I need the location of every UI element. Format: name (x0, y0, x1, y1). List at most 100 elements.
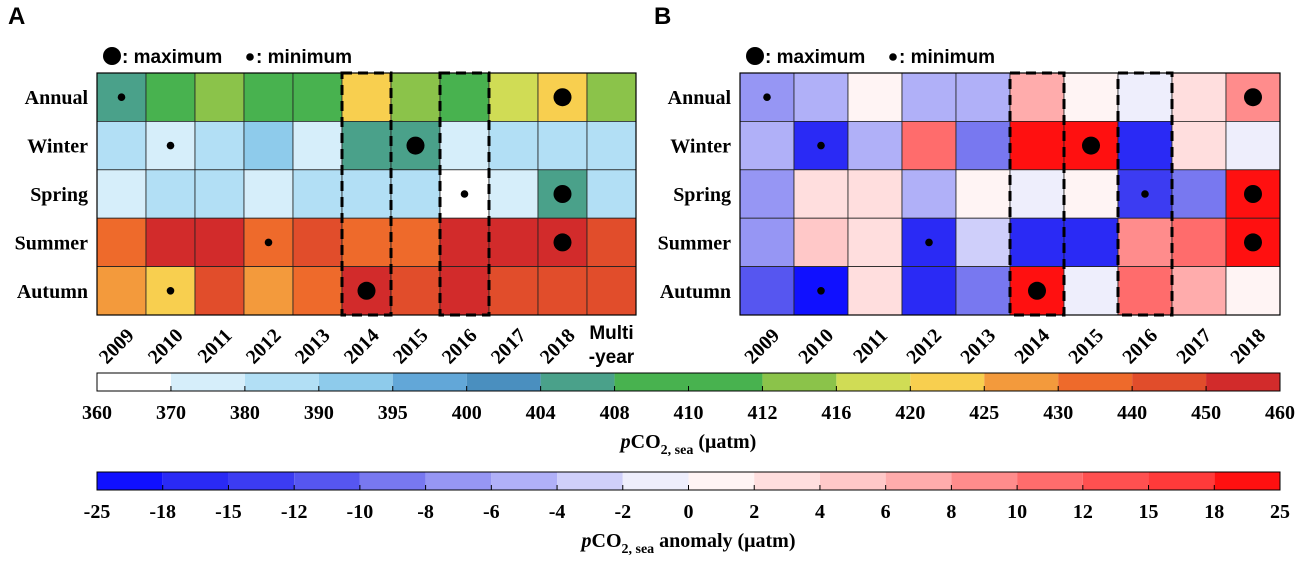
colorbar-segment (228, 472, 295, 490)
heatmap-cell (901, 169, 957, 219)
colorbar-segment (951, 472, 1018, 490)
colorbar-segment (540, 373, 615, 391)
heatmap-cell (955, 266, 1011, 316)
minimum-marker (117, 93, 126, 101)
colorbar-segment (557, 472, 623, 490)
heatmap-cell (439, 266, 490, 316)
colorbar-segment (392, 373, 467, 391)
highlight-box (438, 71, 491, 317)
colorbar-axis-label: pCO2, sea anomaly (μatm) (580, 530, 796, 557)
column-label: 2011 (194, 325, 237, 368)
colorbar-segment (97, 472, 163, 490)
heatmap-cell (292, 266, 343, 316)
column-label: 2013 (956, 325, 1000, 369)
heatmap-cell (793, 217, 849, 267)
column-label: 2018 (1226, 325, 1270, 369)
colorbar-segment (244, 373, 319, 391)
colorbar-segment (1148, 472, 1215, 490)
row-label: Summer (658, 232, 731, 254)
heatmap-cell (243, 121, 294, 171)
row-label: Winter (670, 136, 731, 158)
minimum-marker (925, 238, 933, 247)
heatmap-cell (194, 217, 245, 267)
colorbar-segment (294, 472, 360, 490)
column-label: 2015 (389, 325, 433, 369)
colorbar-tick-label: 6 (881, 501, 891, 523)
heatmap-cell (341, 72, 392, 122)
legend-minimum-label: : minimum (899, 47, 995, 68)
highlight-box (340, 71, 393, 317)
heatmap-cell (243, 266, 294, 316)
colorbar-tick-label: -6 (483, 501, 500, 523)
colorbar-segment (1206, 373, 1280, 391)
colorbar-tick-label: 420 (895, 402, 925, 424)
heatmap-cell (488, 169, 539, 219)
heatmap-cell (1063, 72, 1119, 122)
maximum-marker (1244, 88, 1262, 107)
colorbar-segment (622, 472, 689, 490)
heatmap-cell (847, 72, 903, 122)
colorbar-anomaly: -25 -18 -15 -12 -10 -8 -6 -4 -2 0 2 4 6 8 10 12 15 18 25 pC… (84, 471, 1290, 557)
colorbar-segment (762, 373, 837, 391)
maximum-marker (357, 281, 376, 300)
heatmap-cell (1117, 121, 1173, 171)
heatmap-cell (243, 169, 294, 219)
maximum-marker (553, 185, 572, 203)
heatmap-cell (292, 121, 343, 171)
colorbar-tick-label: -10 (347, 501, 374, 523)
heatmap-cell (1171, 72, 1227, 122)
maximum-marker (553, 233, 572, 252)
maximum-marker (1082, 136, 1100, 155)
minimum-marker-legend-icon (889, 53, 897, 61)
heatmap-cell (793, 72, 849, 122)
minimum-marker (817, 141, 825, 150)
heatmap-cell (292, 169, 343, 219)
row-label: Annual (25, 87, 89, 109)
colorbar-tick-label: 390 (304, 402, 334, 424)
heatmap-cell (847, 217, 903, 267)
heatmap-cell (96, 169, 147, 219)
column-label: 2009 (740, 325, 784, 369)
heatmap-cell (96, 121, 147, 171)
heatmap-cell (390, 266, 441, 316)
heatmap-cell (1063, 217, 1119, 267)
heatmap-cell (390, 169, 441, 219)
heatmap-cell (488, 266, 539, 316)
heatmap-cell (488, 217, 539, 267)
heatmap-cell (901, 121, 957, 171)
column-label: 2011 (849, 325, 892, 368)
row-label: Annual (668, 87, 732, 109)
colorbar-segment (754, 472, 820, 490)
heatmap-cell (390, 72, 441, 122)
heatmap-cell (439, 72, 490, 122)
minimum-marker (166, 141, 175, 150)
row-label: Autumn (660, 281, 731, 303)
column-label: 2013 (291, 325, 335, 369)
heatmap-cell (955, 217, 1011, 267)
heatmap-cell (1171, 217, 1227, 267)
maximum-marker (1028, 281, 1046, 300)
colorbar-segment (1082, 472, 1149, 490)
colorbar-tick-label: -18 (149, 501, 176, 523)
colorbar-pco2: 360 370 380 390 395 400 404 408 410 412 416 420 425 4… (82, 372, 1295, 458)
heatmap-cell (901, 266, 957, 316)
heatmap-cell (96, 217, 147, 267)
colorbar-tick-label: 18 (1204, 501, 1224, 523)
minimum-marker (763, 93, 771, 101)
heatmap-cell (739, 266, 795, 316)
colorbar-tick-label: 12 (1073, 501, 1093, 523)
colorbar-tick-label: 400 (452, 402, 482, 424)
maximum-marker-legend-icon (103, 47, 121, 65)
colorbar-tick-label: 15 (1139, 501, 1159, 523)
heatmap-cell (341, 121, 392, 171)
colorbar-tick-label: 360 (82, 402, 112, 424)
column-label: 2012 (902, 325, 946, 369)
column-label: 2016 (1118, 325, 1162, 369)
heatmap-cell (1225, 266, 1281, 316)
heatmap-cell (955, 121, 1011, 171)
heatmap-cell (1171, 169, 1227, 219)
colorbar-segment (614, 373, 689, 391)
heatmap-cell (537, 217, 588, 267)
heatmap-cell (537, 121, 588, 171)
